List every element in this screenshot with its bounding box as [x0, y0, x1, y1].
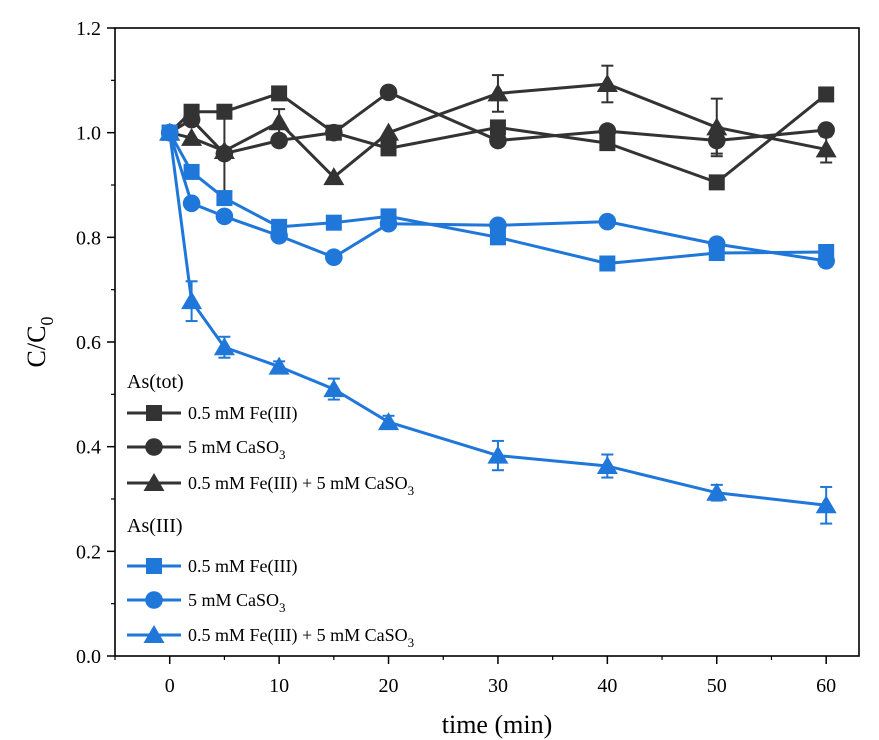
legend-label: 0.5 mM Fe(III) + 5 mM CaSO3 [188, 473, 414, 498]
data-point [215, 207, 234, 226]
legend-group-title: As(III) [127, 515, 183, 537]
legend-label-main: 5 mM CaSO [188, 590, 279, 610]
legend-label: 5 mM CaSO3 [188, 437, 286, 462]
x-tick-label: 50 [707, 675, 727, 697]
legend-label-sub: 3 [279, 447, 286, 462]
data-point [181, 291, 203, 310]
data-point [268, 356, 290, 375]
data-point [182, 110, 201, 129]
data-point [596, 73, 618, 92]
legend-marker [143, 473, 165, 491]
y-axis-title-main: C/C [22, 326, 51, 368]
data-point [708, 174, 725, 191]
series-line [168, 132, 827, 263]
legend-marker [146, 405, 162, 421]
data-point [378, 412, 400, 431]
legend-marker [145, 438, 163, 456]
series-line [168, 91, 828, 184]
data-point [599, 255, 616, 272]
data-point [599, 135, 616, 152]
legend-label: 5 mM CaSO3 [188, 590, 286, 615]
data-point [707, 235, 726, 253]
data-point [159, 122, 181, 141]
y-tick-label: 1.2 [76, 18, 101, 40]
series-line [169, 82, 827, 179]
legend-group-title: As(tot) [127, 371, 184, 393]
x-tick-label: 60 [816, 675, 836, 697]
legend-label-main: 0.5 mM Fe(III) [188, 556, 297, 577]
series-line [168, 90, 827, 156]
data-point [489, 216, 507, 235]
legend-label: 0.5 mM Fe(III) [188, 556, 297, 577]
data-point [379, 83, 398, 102]
ticks: 0 10 20 30 40 50 60 0.0 0.2 0.4 0.6 0.8 1.0 1.2 [76, 18, 836, 697]
y-tick-label: 0.6 [76, 332, 101, 354]
y-tick-label: 0.4 [76, 437, 101, 459]
legend-label-main: 5 mM CaSO [188, 437, 279, 457]
y-axis-title: C/C0 [22, 317, 57, 368]
x-tick-label: 30 [488, 675, 508, 697]
data-point [270, 226, 288, 245]
y-tick-label: 0.0 [76, 646, 101, 668]
legend-marker [145, 591, 163, 609]
data-point [216, 190, 233, 207]
legend-label-main: 0.5 mM Fe(III) + 5 mM CaSO [188, 473, 408, 494]
series-layer [159, 64, 837, 525]
series-line [168, 131, 827, 265]
data-point [489, 119, 506, 136]
data-point [489, 131, 507, 150]
y-tick-label: 1.0 [76, 123, 101, 145]
data-point [706, 482, 728, 501]
data-point [325, 214, 342, 231]
data-point [487, 83, 509, 102]
data-point [378, 122, 400, 141]
data-point [183, 163, 200, 180]
data-point [598, 212, 617, 231]
data-point [182, 194, 201, 213]
x-tick-label: 10 [269, 675, 289, 697]
x-tick-label: 20 [379, 675, 399, 697]
legend-label-sub: 3 [279, 600, 286, 615]
legend-label-main: 0.5 mM Fe(III) [188, 403, 297, 424]
data-point [815, 495, 837, 514]
data-point [380, 140, 397, 157]
x-tick-label: 0 [165, 675, 175, 697]
data-point [815, 139, 837, 158]
data-point [323, 167, 345, 186]
series-5 [159, 122, 837, 525]
data-point [487, 445, 509, 464]
y-axis-title-sub: 0 [37, 317, 57, 326]
data-point [706, 117, 728, 136]
data-point [268, 112, 290, 131]
data-point [598, 122, 617, 140]
data-point [596, 456, 618, 475]
legend-marker [146, 558, 162, 574]
data-point [213, 337, 235, 356]
data-point [271, 85, 288, 102]
data-point [379, 214, 398, 233]
legend-label-sub: 3 [408, 483, 415, 498]
legend-label: 0.5 mM Fe(III) [188, 403, 297, 424]
y-tick-label: 0.8 [76, 227, 101, 249]
legend-label-main: 0.5 mM Fe(III) + 5 mM CaSO [188, 625, 408, 646]
legend-marker [143, 625, 165, 643]
data-point [325, 248, 343, 267]
series-line [168, 132, 827, 507]
data-point [817, 121, 835, 139]
x-tick-label: 40 [597, 675, 617, 697]
data-point [323, 379, 345, 398]
legend-label-sub: 3 [408, 635, 415, 650]
data-point [181, 127, 203, 146]
data-point [213, 140, 235, 159]
y-tick-label: 0.2 [76, 541, 101, 563]
data-point [325, 123, 343, 142]
data-point [818, 86, 835, 103]
data-point [489, 229, 506, 246]
data-point [817, 252, 835, 270]
series-0 [161, 85, 835, 191]
legend-label: 0.5 mM Fe(III) + 5 mM CaSO3 [188, 625, 414, 650]
x-axis-title: time (min) [442, 710, 552, 739]
